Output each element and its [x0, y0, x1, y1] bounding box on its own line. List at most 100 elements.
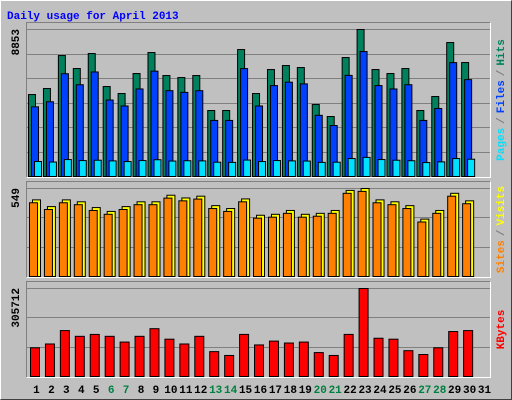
- legend-entry: Hits: [496, 39, 508, 65]
- bar: [297, 216, 307, 277]
- bar: [373, 337, 384, 377]
- legend-entry: Pages: [496, 128, 508, 161]
- bar: [282, 212, 292, 277]
- bar: [29, 202, 38, 278]
- bar: [89, 333, 100, 378]
- bar: [403, 350, 414, 378]
- bar: [178, 200, 188, 277]
- bar: [452, 158, 461, 177]
- bar: [358, 288, 369, 377]
- bar: [208, 208, 218, 277]
- bar: [417, 221, 427, 278]
- bar: [224, 354, 235, 377]
- x-tick-label: 11: [179, 385, 193, 397]
- bar: [238, 201, 248, 277]
- bar: [422, 162, 431, 177]
- bar: [362, 156, 371, 178]
- bar: [164, 338, 175, 377]
- bar: [43, 208, 53, 278]
- bar: [74, 335, 85, 377]
- bar: [347, 158, 356, 177]
- x-tick-label: 17: [269, 385, 282, 397]
- bar: [73, 204, 83, 277]
- bar: [463, 330, 474, 378]
- x-tick-label: 18: [284, 385, 298, 397]
- bar: [34, 161, 42, 178]
- x-tick-label: 30: [463, 385, 476, 397]
- bar: [357, 190, 367, 277]
- y-tick-label: 8853: [11, 29, 23, 56]
- bar: [228, 161, 237, 177]
- legend-entry: Sites: [496, 240, 508, 273]
- x-tick-label: 2: [48, 385, 55, 397]
- x-tick-label: 22: [344, 385, 357, 397]
- plot-border-light: [26, 281, 491, 378]
- y-tick-label: 305712: [11, 288, 23, 328]
- bar: [392, 159, 401, 178]
- bar: [30, 347, 40, 378]
- bar: [223, 210, 233, 277]
- bar: [163, 197, 173, 278]
- x-tick-label: 25: [388, 385, 402, 397]
- bar: [103, 213, 113, 277]
- bar: [149, 328, 160, 377]
- bar: [243, 159, 252, 178]
- x-tick-label: 28: [433, 385, 447, 397]
- x-tick-label: 27: [418, 385, 431, 397]
- bar: [372, 202, 382, 278]
- legend: KBytes: [496, 310, 508, 350]
- bar: [119, 341, 130, 377]
- bar: [148, 204, 158, 277]
- x-tick-label: 31: [478, 385, 492, 397]
- bar: [328, 354, 339, 377]
- bar: [448, 331, 459, 377]
- x-tick-label: 26: [403, 385, 416, 397]
- x-tick-label: 3: [63, 385, 70, 397]
- legend-separator: /: [496, 69, 508, 76]
- x-tick-label: 10: [164, 385, 177, 397]
- x-tick-label: 14: [224, 385, 238, 397]
- bar: [342, 192, 352, 277]
- bar: [133, 204, 143, 277]
- bar: [179, 343, 190, 378]
- plot-border-light: [26, 181, 491, 278]
- plot-border-dark: [26, 22, 491, 178]
- bar: [209, 351, 220, 377]
- x-tick-label: 7: [123, 385, 130, 397]
- x-tick-label: 6: [108, 385, 115, 397]
- bar: [268, 340, 279, 378]
- x-tick-label: 21: [329, 385, 343, 397]
- x-tick-label: 23: [358, 385, 372, 397]
- bar: [118, 208, 128, 278]
- x-tick-label: 29: [448, 385, 461, 397]
- bar: [138, 160, 147, 178]
- legend-separator: /: [496, 117, 508, 124]
- legend-entry: KBytes: [496, 310, 508, 350]
- x-tick-label: 5: [93, 385, 100, 397]
- bar: [447, 195, 457, 277]
- bar: [313, 352, 324, 377]
- x-tick-label: 15: [239, 385, 253, 397]
- bar: [78, 160, 87, 178]
- chart-title: Daily usage for April 2013: [7, 11, 179, 23]
- bar: [44, 343, 55, 378]
- bar: [239, 333, 250, 378]
- x-tick-label: 24: [373, 385, 387, 397]
- bar: [153, 159, 162, 178]
- bar: [298, 341, 309, 377]
- bar: [88, 209, 98, 277]
- bar: [168, 160, 177, 177]
- bar: [287, 160, 296, 178]
- x-tick-label: 20: [314, 385, 327, 397]
- x-tick-label: 1: [33, 385, 40, 397]
- bar: [183, 160, 192, 178]
- x-tick-label: 13: [209, 385, 223, 397]
- bar: [59, 330, 70, 378]
- bar: [193, 198, 203, 278]
- bar: [283, 342, 294, 377]
- bar: [317, 161, 326, 177]
- bar: [123, 161, 132, 177]
- bar: [462, 203, 472, 278]
